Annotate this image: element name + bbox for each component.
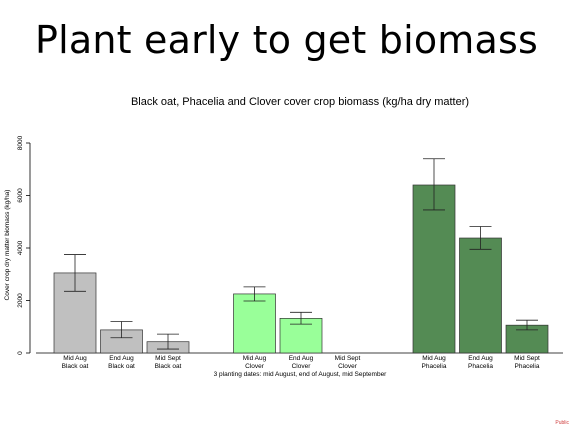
chart-title: Black oat, Phacelia and Clover cover cro… [130, 96, 470, 108]
bar [459, 237, 502, 354]
slide-title: Plant early to get biomass [35, 18, 538, 62]
category-label-line2: Black oat [108, 363, 135, 370]
error-bar [423, 158, 445, 211]
error-bar [110, 321, 133, 339]
y-tick-label: 6000 [17, 188, 24, 203]
y-tick-label: 2000 [17, 293, 24, 308]
category-label-line2: Phacelia [422, 363, 447, 370]
y-axis-label: Cover crop dry matter biomass (kg/ha) [4, 190, 11, 301]
category-label-line1: Mid Sept [155, 355, 181, 362]
category-label-line2: Clover [292, 363, 312, 370]
y-tick-label: 4000 [17, 240, 24, 255]
error-bar [64, 254, 86, 292]
category-label-line2: Clover [245, 363, 265, 370]
category-label-line1: Mid Aug [63, 355, 87, 362]
category-label-line1: Mid Sept [335, 355, 361, 362]
category-label-line1: End Aug [468, 355, 493, 362]
footer-tag: Public [555, 420, 569, 426]
error-bar [290, 311, 312, 325]
error-bar [243, 286, 266, 302]
category-label-line2: Clover [338, 363, 358, 370]
y-tick-label: 0 [17, 351, 24, 355]
category-label-line2: Phacelia [468, 363, 493, 370]
category-label-line1: End Aug [289, 355, 314, 362]
error-bar [157, 333, 179, 350]
category-label-line2: Black oat [62, 363, 89, 370]
bars [53, 158, 549, 354]
category-label-line1: Mid Sept [514, 355, 540, 362]
bar [412, 184, 456, 354]
category-label-line2: Black oat [155, 363, 182, 370]
category-label-line1: Mid Aug [243, 355, 267, 362]
bar [505, 324, 549, 354]
category-label-line1: Mid Aug [422, 355, 446, 362]
category-label-line2: Phacelia [515, 363, 540, 370]
error-bar [469, 226, 492, 250]
y-tick-label: 8000 [17, 135, 24, 150]
bar [233, 293, 276, 354]
x-axis-label: 3 planting dates: mid August, end of Aug… [214, 371, 388, 378]
error-bar [516, 319, 538, 331]
category-label-line1: End Aug [109, 355, 134, 362]
